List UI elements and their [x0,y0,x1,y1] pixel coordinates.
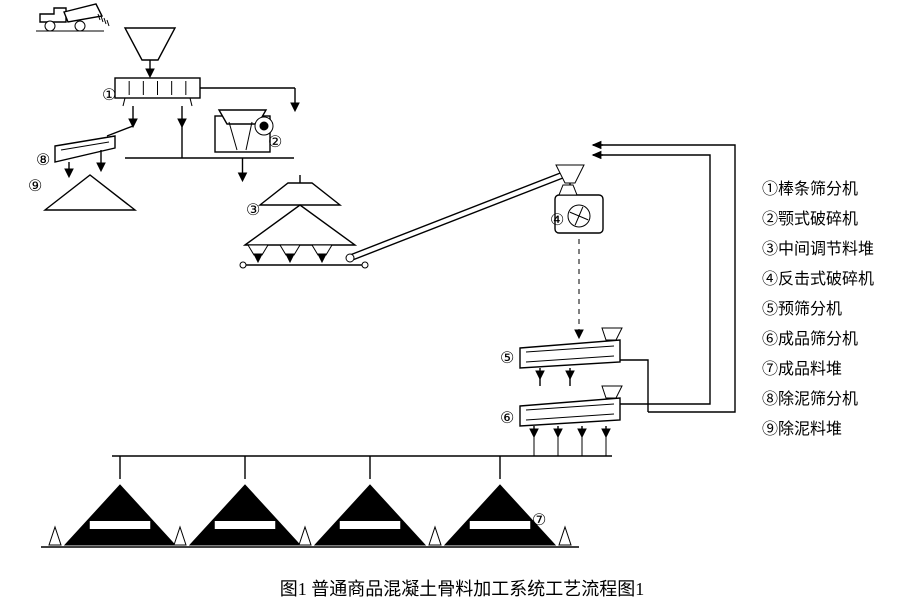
legend-item-3: ③中间调节料堆 [762,235,874,265]
callout-c4: ④ [550,210,564,230]
callout-c2: ② [268,132,282,152]
callout-c1: ① [102,85,116,105]
callout-c8: ⑧ [36,150,50,170]
legend: ①棒条筛分机②颚式破碎机③中间调节料堆④反击式破碎机⑤预筛分机⑥成品筛分机⑦成品… [762,175,874,445]
legend-item-8: ⑧除泥筛分机 [762,385,874,415]
callout-c5: ⑤ [500,348,514,368]
legend-item-7: ⑦成品料堆 [762,355,874,385]
legend-item-4: ④反击式破碎机 [762,265,874,295]
legend-item-2: ②颚式破碎机 [762,205,874,235]
diagram-root: { "caption": "图1 普通商品混凝土骨料加工系统工艺流程图1", "… [0,0,924,594]
legend-item-5: ⑤预筛分机 [762,295,874,325]
figure-caption: 图1 普通商品混凝土骨料加工系统工艺流程图1 [0,575,924,601]
callout-c7: ⑦ [532,510,546,530]
legend-item-6: ⑥成品筛分机 [762,325,874,355]
legend-item-1: ①棒条筛分机 [762,175,874,205]
callout-c6: ⑥ [500,408,514,428]
callout-c9: ⑨ [28,176,42,196]
legend-item-9: ⑨除泥料堆 [762,415,874,445]
callout-c3: ③ [246,200,260,220]
